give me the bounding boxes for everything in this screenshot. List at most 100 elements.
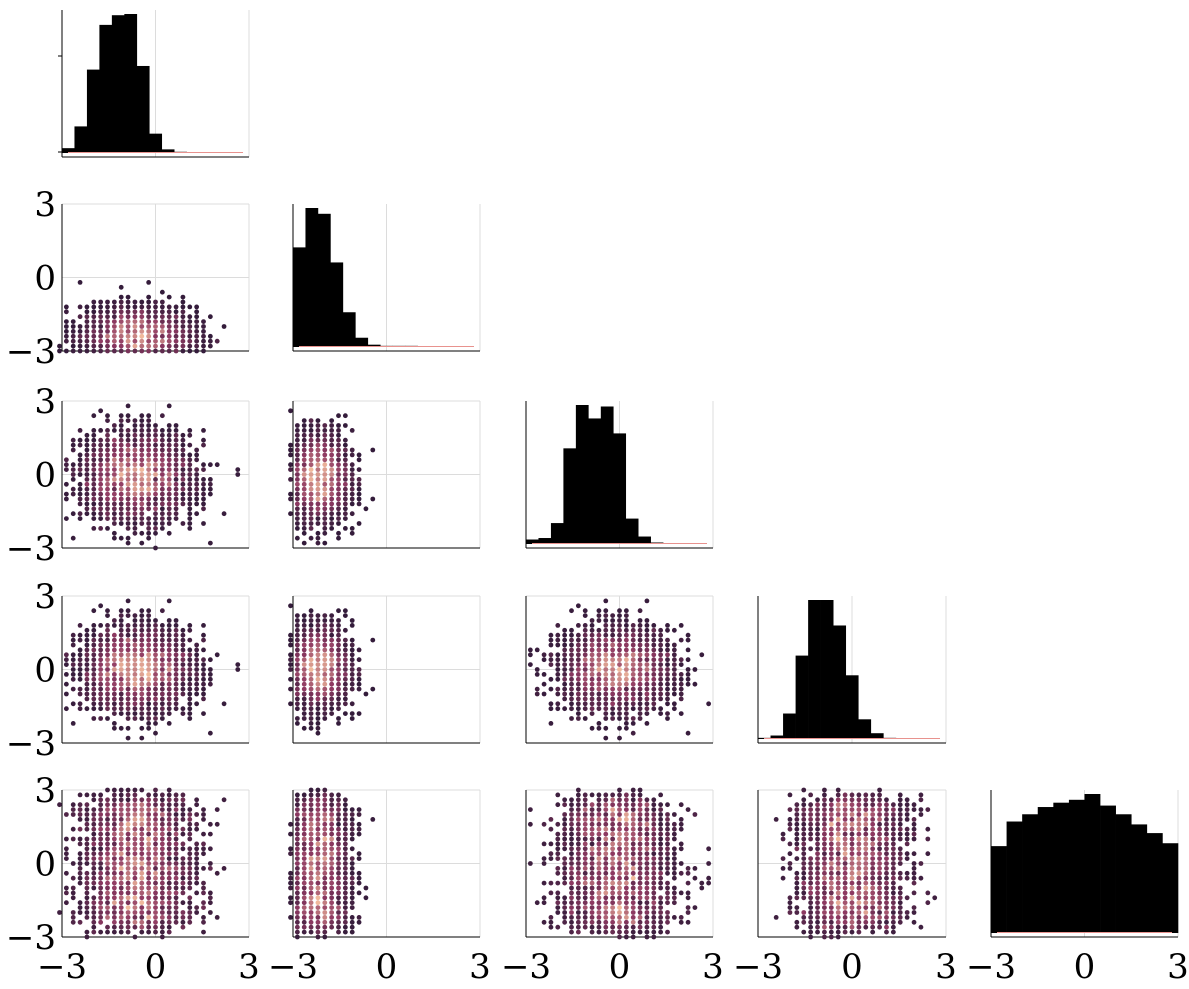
hex-cell: [322, 506, 328, 512]
hex-cell: [336, 472, 341, 477]
hex-cell: [548, 642, 554, 648]
hex-cell: [787, 905, 793, 910]
hex-cell: [610, 905, 616, 910]
hex-cell: [617, 802, 622, 808]
hex-cell: [630, 924, 636, 930]
hex-cell: [301, 432, 307, 438]
hex-cell: [610, 831, 616, 837]
hex-cell: [527, 821, 533, 827]
hex-cell: [575, 919, 581, 925]
hex-cell: [153, 667, 158, 672]
hex-cell: [651, 880, 657, 886]
hex-cell: [842, 846, 848, 852]
hex-cell: [623, 802, 629, 808]
hex-cell: [569, 642, 574, 648]
hex-cell: [308, 797, 314, 803]
hex-cell: [146, 856, 152, 861]
hex-cell: [153, 831, 158, 837]
hex-cell: [575, 826, 581, 832]
hex-cell: [118, 686, 124, 692]
hex-cell: [603, 676, 609, 682]
hex-cell: [658, 667, 664, 672]
hex-cell: [562, 846, 568, 852]
hex-cell: [166, 437, 172, 443]
hex-cell: [166, 821, 172, 827]
hex-cell: [562, 900, 568, 906]
hex-cell: [146, 725, 152, 731]
hex-cell: [201, 817, 206, 822]
hex-cell: [194, 348, 200, 354]
hex-cell: [315, 496, 321, 502]
hex-cell: [562, 802, 568, 808]
hex-cell: [322, 817, 328, 822]
hex-cell: [801, 821, 807, 827]
hex-cell: [118, 831, 124, 837]
hex-cell: [308, 618, 314, 623]
hex-cell: [849, 885, 855, 891]
hex-cell: [84, 870, 90, 876]
hex-cell: [890, 910, 896, 915]
hex-cell: [294, 637, 300, 643]
hex-cell: [118, 501, 124, 507]
hex-cell: [349, 866, 355, 871]
hex-cell: [194, 481, 200, 487]
hex-cell: [658, 706, 664, 712]
hex-cell: [890, 802, 896, 808]
hex-cell: [159, 521, 165, 526]
y-tick-label: −3: [6, 918, 56, 958]
hex-cell: [678, 676, 684, 682]
hex-cell: [301, 870, 307, 876]
hex-cell: [315, 676, 321, 682]
hex-cell: [139, 676, 145, 682]
hex-cell: [294, 496, 300, 502]
hex-cell: [139, 623, 145, 628]
hex-cell: [111, 467, 117, 472]
hex-cell: [575, 603, 581, 609]
hex-cell: [125, 348, 131, 354]
hex-cell: [125, 672, 131, 677]
hexbin-r4-c1: [63, 598, 241, 741]
hex-cell: [105, 787, 110, 793]
hex-cell: [897, 812, 903, 817]
hex-cell: [125, 667, 131, 672]
hex-cell: [835, 910, 841, 915]
hex-cell: [173, 452, 179, 458]
hex-cell: [118, 701, 124, 707]
hex-cell: [575, 866, 581, 871]
hex-cell: [637, 895, 643, 901]
hex-cell: [315, 432, 321, 438]
hex-cell: [562, 672, 568, 677]
hex-cell: [835, 890, 841, 896]
hex-cell: [288, 462, 293, 468]
hex-cell: [315, 716, 321, 721]
hex-cell: [527, 652, 533, 658]
hex-cell: [153, 792, 158, 798]
hex-cell: [153, 836, 158, 842]
hex-cell: [877, 787, 882, 793]
hex-cell: [91, 496, 97, 502]
hex-cell: [589, 880, 595, 886]
hex-cell: [617, 807, 622, 812]
hex-cell: [651, 681, 657, 687]
hex-cell: [575, 929, 581, 935]
hex-cell: [63, 309, 69, 315]
hex-cell: [84, 442, 90, 448]
hex-cell: [105, 496, 110, 502]
hex-cell: [356, 681, 362, 687]
hex-cell: [70, 672, 76, 677]
hex-cell: [610, 924, 616, 930]
hex-cell: [301, 676, 307, 682]
hex-cell: [125, 481, 131, 487]
hex-cell: [623, 652, 629, 658]
hex-cell: [118, 915, 124, 920]
hex-cell: [187, 491, 193, 497]
hex-cell: [84, 821, 90, 827]
hex-cell: [637, 676, 643, 682]
hex-cell: [877, 866, 882, 871]
hex-cell: [77, 496, 83, 502]
hex-cell: [194, 821, 200, 827]
hex-cell: [288, 408, 293, 414]
hex-cell: [349, 637, 355, 643]
hex-cell: [301, 437, 307, 443]
hex-cell: [575, 861, 581, 866]
